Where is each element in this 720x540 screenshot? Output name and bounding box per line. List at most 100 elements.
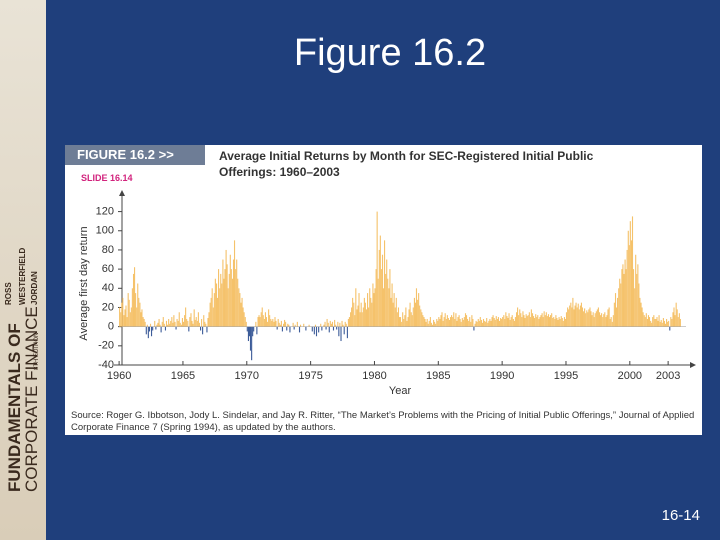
bar	[406, 320, 408, 327]
bar	[221, 283, 223, 327]
bar	[176, 318, 178, 327]
y-tick-label: -20	[98, 340, 114, 352]
bar	[638, 283, 640, 327]
bar	[640, 302, 642, 327]
bar	[674, 315, 676, 327]
bar	[190, 313, 192, 327]
bar	[210, 297, 212, 327]
bar	[583, 311, 585, 327]
bar	[440, 315, 442, 327]
bar	[418, 293, 420, 327]
bar	[595, 311, 597, 327]
bar	[394, 307, 396, 327]
bar	[428, 320, 430, 327]
bar	[323, 324, 325, 327]
bar	[657, 320, 659, 327]
bar	[293, 326, 295, 330]
bar	[607, 309, 609, 327]
bar	[624, 259, 626, 327]
bar	[161, 321, 163, 327]
bar	[193, 309, 195, 327]
bar	[264, 312, 266, 327]
bar	[445, 318, 447, 327]
x-tick-label: 1965	[171, 370, 195, 382]
bar	[399, 317, 402, 327]
bar	[187, 320, 189, 327]
bar	[178, 312, 180, 327]
x-tick-label: 1970	[235, 370, 259, 382]
bar	[608, 307, 610, 327]
bar	[618, 288, 620, 327]
bar	[459, 318, 461, 327]
bar	[514, 317, 516, 327]
bar	[540, 315, 542, 327]
bar	[142, 317, 144, 327]
bar	[557, 319, 559, 327]
bar	[342, 324, 344, 327]
bar	[591, 315, 593, 327]
bar	[424, 318, 426, 327]
x-tick-label: 1960	[107, 370, 131, 382]
bar	[412, 307, 414, 327]
slide-title: Figure 16.2	[293, 32, 487, 74]
bar	[646, 318, 648, 327]
bar	[471, 315, 473, 327]
bar	[632, 269, 635, 327]
bar	[205, 323, 207, 327]
bar	[648, 317, 651, 327]
bar	[604, 312, 606, 327]
bar	[652, 317, 654, 327]
bar	[575, 302, 577, 327]
bar	[542, 317, 544, 327]
bar	[198, 322, 200, 327]
bar	[503, 315, 505, 327]
bar	[415, 288, 418, 327]
bar	[233, 240, 236, 327]
bar	[408, 309, 410, 327]
bar	[165, 320, 168, 327]
bar	[355, 288, 357, 327]
bar	[433, 319, 435, 327]
bar	[434, 321, 436, 327]
bar	[224, 269, 226, 327]
bar	[332, 326, 335, 331]
bar	[244, 317, 246, 327]
bar	[478, 320, 480, 327]
bar	[236, 259, 238, 327]
bar	[146, 324, 148, 327]
bar	[288, 324, 290, 327]
bar	[230, 269, 232, 327]
bar	[496, 318, 498, 327]
bar	[611, 321, 613, 327]
bar	[168, 318, 170, 327]
bar	[119, 307, 121, 327]
bar	[532, 316, 535, 327]
bar	[202, 326, 204, 335]
bar	[154, 320, 156, 327]
bar	[201, 318, 203, 327]
bar	[548, 317, 551, 327]
bar	[256, 326, 258, 335]
bar	[156, 324, 158, 327]
bar	[340, 326, 342, 342]
bar	[280, 320, 282, 327]
bar	[441, 312, 443, 327]
bar	[204, 321, 206, 327]
bar	[668, 320, 670, 327]
bar	[457, 317, 459, 327]
bar	[267, 321, 269, 327]
bar	[538, 318, 540, 327]
bar	[320, 323, 322, 327]
figure-panel: FIGURE 16.2 >> Average Initial Returns b…	[65, 145, 702, 435]
bar	[560, 316, 562, 327]
bar	[435, 323, 437, 327]
bar	[337, 321, 339, 327]
bar	[162, 317, 164, 327]
bar	[325, 326, 327, 330]
bar	[237, 278, 239, 327]
bar	[350, 312, 352, 327]
bar	[420, 309, 422, 327]
bar	[504, 318, 506, 327]
bar	[123, 315, 125, 327]
y-tick-label: 40	[102, 282, 114, 294]
